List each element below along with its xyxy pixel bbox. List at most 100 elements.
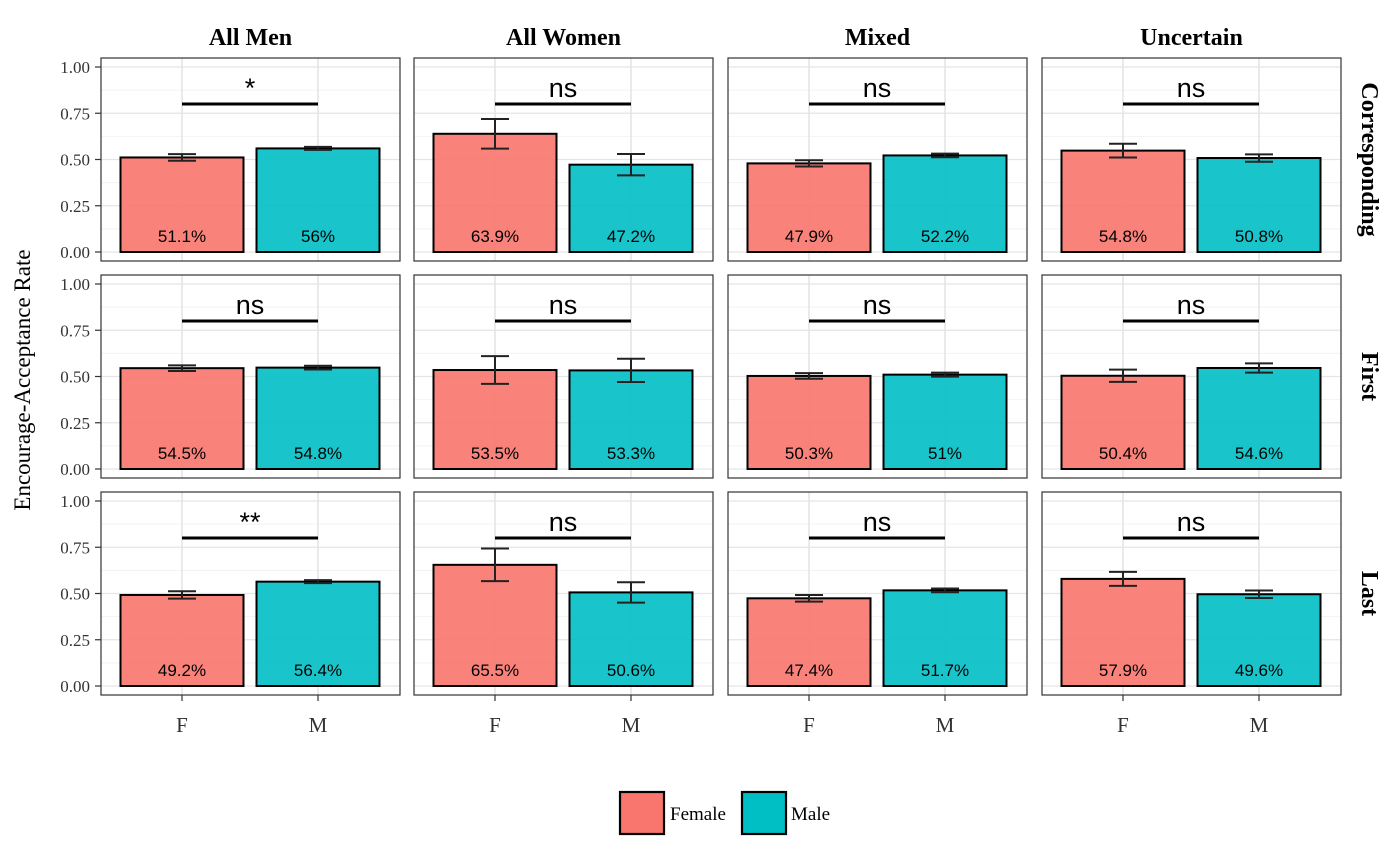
y-tick-label: 0.00: [60, 677, 90, 696]
y-tick-label: 0.75: [60, 538, 90, 557]
y-tick-label: 1.00: [60, 492, 90, 511]
significance-label: **: [239, 507, 261, 537]
facet-panel: 57.9% 49.6% ns: [1041, 491, 1342, 696]
legend: Female Male: [618, 790, 830, 836]
bar-value-label: 54.8%: [1099, 227, 1147, 246]
bar-M: [1196, 157, 1322, 254]
y-tick-label: 0.25: [60, 631, 90, 650]
significance-label: ns: [1177, 290, 1206, 320]
y-axis-title: Encourage-Acceptance Rate: [10, 249, 35, 510]
bar-value-label: 51%: [928, 444, 962, 463]
legend-swatch-male: [740, 790, 788, 836]
legend-swatch-female: [618, 790, 666, 836]
bar-M: [882, 154, 1008, 253]
x-tick-label: F: [803, 713, 815, 737]
bar-F: [432, 563, 558, 688]
bar-M: [255, 580, 381, 687]
facet-panel: 49.2% 56.4% **: [100, 491, 401, 696]
significance-label: ns: [236, 290, 265, 320]
bar-M: [255, 147, 381, 253]
bar-F: [746, 162, 872, 253]
bar-value-label: 54.6%: [1235, 444, 1283, 463]
panel-border: [727, 274, 1028, 479]
bar-value-label: 56%: [301, 227, 335, 246]
facet-panel: 50.3% 51% ns: [727, 274, 1028, 479]
y-tick-label: 0.75: [60, 104, 90, 123]
bar-value-label: 53.5%: [471, 444, 519, 463]
row-facet-title: Last: [1356, 571, 1382, 616]
significance-label: ns: [863, 290, 892, 320]
y-tick-label: 0.50: [60, 151, 90, 170]
bar-F: [746, 374, 872, 471]
bar-F: [432, 369, 558, 470]
column-facet-title: All Women: [506, 25, 621, 51]
bar-value-label: 53.3%: [607, 444, 655, 463]
significance-label: ns: [1177, 73, 1206, 103]
bar-F: [432, 132, 558, 253]
panel-border: [413, 57, 714, 262]
column-facet-title: All Men: [209, 25, 292, 51]
bar-F: [1060, 577, 1186, 688]
bar-value-label: 47.9%: [785, 227, 833, 246]
y-tick-label: 0.00: [60, 460, 90, 479]
y-tick-label: 0.00: [60, 243, 90, 262]
y-tick-label: 1.00: [60, 58, 90, 77]
x-tick-label: F: [489, 713, 501, 737]
column-facet-title: Mixed: [845, 25, 911, 51]
row-facet-title: First: [1356, 352, 1382, 401]
bar-value-label: 50.3%: [785, 444, 833, 463]
bar-M: [255, 366, 381, 470]
panel-border: [1041, 57, 1342, 262]
significance-label: ns: [549, 507, 578, 537]
y-tick-label: 1.00: [60, 275, 90, 294]
legend-label-male: Male: [791, 804, 830, 825]
bar-M: [882, 373, 1008, 470]
bar-M: [1196, 593, 1322, 687]
y-tick-label: 0.50: [60, 368, 90, 387]
facet-panel: 53.5% 53.3% ns: [413, 274, 714, 479]
bar-value-label: 50.4%: [1099, 444, 1147, 463]
x-tick-label: F: [1117, 713, 1129, 737]
y-tick-label: 0.25: [60, 414, 90, 433]
panel-border: [727, 491, 1028, 696]
bar-value-label: 47.2%: [607, 227, 655, 246]
panel-border: [1041, 274, 1342, 479]
facet-panel: 65.5% 50.6% ns: [413, 491, 714, 696]
bar-value-label: 54.8%: [294, 444, 342, 463]
x-tick-label: M: [1250, 713, 1269, 737]
significance-label: ns: [863, 507, 892, 537]
x-tick-label: M: [622, 713, 641, 737]
facet-panel: 54.5% 54.8% ns: [100, 274, 401, 479]
panel-border: [413, 491, 714, 696]
significance-label: ns: [549, 290, 578, 320]
x-tick-label: M: [309, 713, 328, 737]
bar-value-label: 57.9%: [1099, 661, 1147, 680]
y-tick-label: 0.25: [60, 197, 90, 216]
y-tick-label: 0.75: [60, 321, 90, 340]
facet-panel: 51.1% 56% *: [100, 57, 401, 262]
bar-value-label: 63.9%: [471, 227, 519, 246]
bar-value-label: 50.8%: [1235, 227, 1283, 246]
bar-F: [1060, 374, 1186, 471]
bar-value-label: 47.4%: [785, 661, 833, 680]
significance-label: ns: [1177, 507, 1206, 537]
facet-panel: 47.4% 51.7% ns: [727, 491, 1028, 696]
panel-border: [1041, 491, 1342, 696]
panel-border: [727, 57, 1028, 262]
column-facet-title: Uncertain: [1140, 25, 1243, 51]
significance-label: *: [245, 73, 256, 103]
bar-value-label: 49.6%: [1235, 661, 1283, 680]
legend-label-female: Female: [670, 804, 726, 825]
bar-value-label: 51.1%: [158, 227, 206, 246]
row-facet-title: Corresponding: [1356, 82, 1382, 236]
panels-layer: All Men All Women Mixed Uncertain Correspond…: [60, 25, 1382, 737]
significance-label: ns: [863, 73, 892, 103]
bar-M: [882, 589, 1008, 687]
bar-value-label: 52.2%: [921, 227, 969, 246]
facet-panel: 54.8% 50.8% ns: [1041, 57, 1342, 262]
bar-value-label: 56.4%: [294, 661, 342, 680]
x-tick-label: F: [176, 713, 188, 737]
y-tick-label: 0.50: [60, 585, 90, 604]
facet-panel: 63.9% 47.2% ns: [413, 57, 714, 262]
